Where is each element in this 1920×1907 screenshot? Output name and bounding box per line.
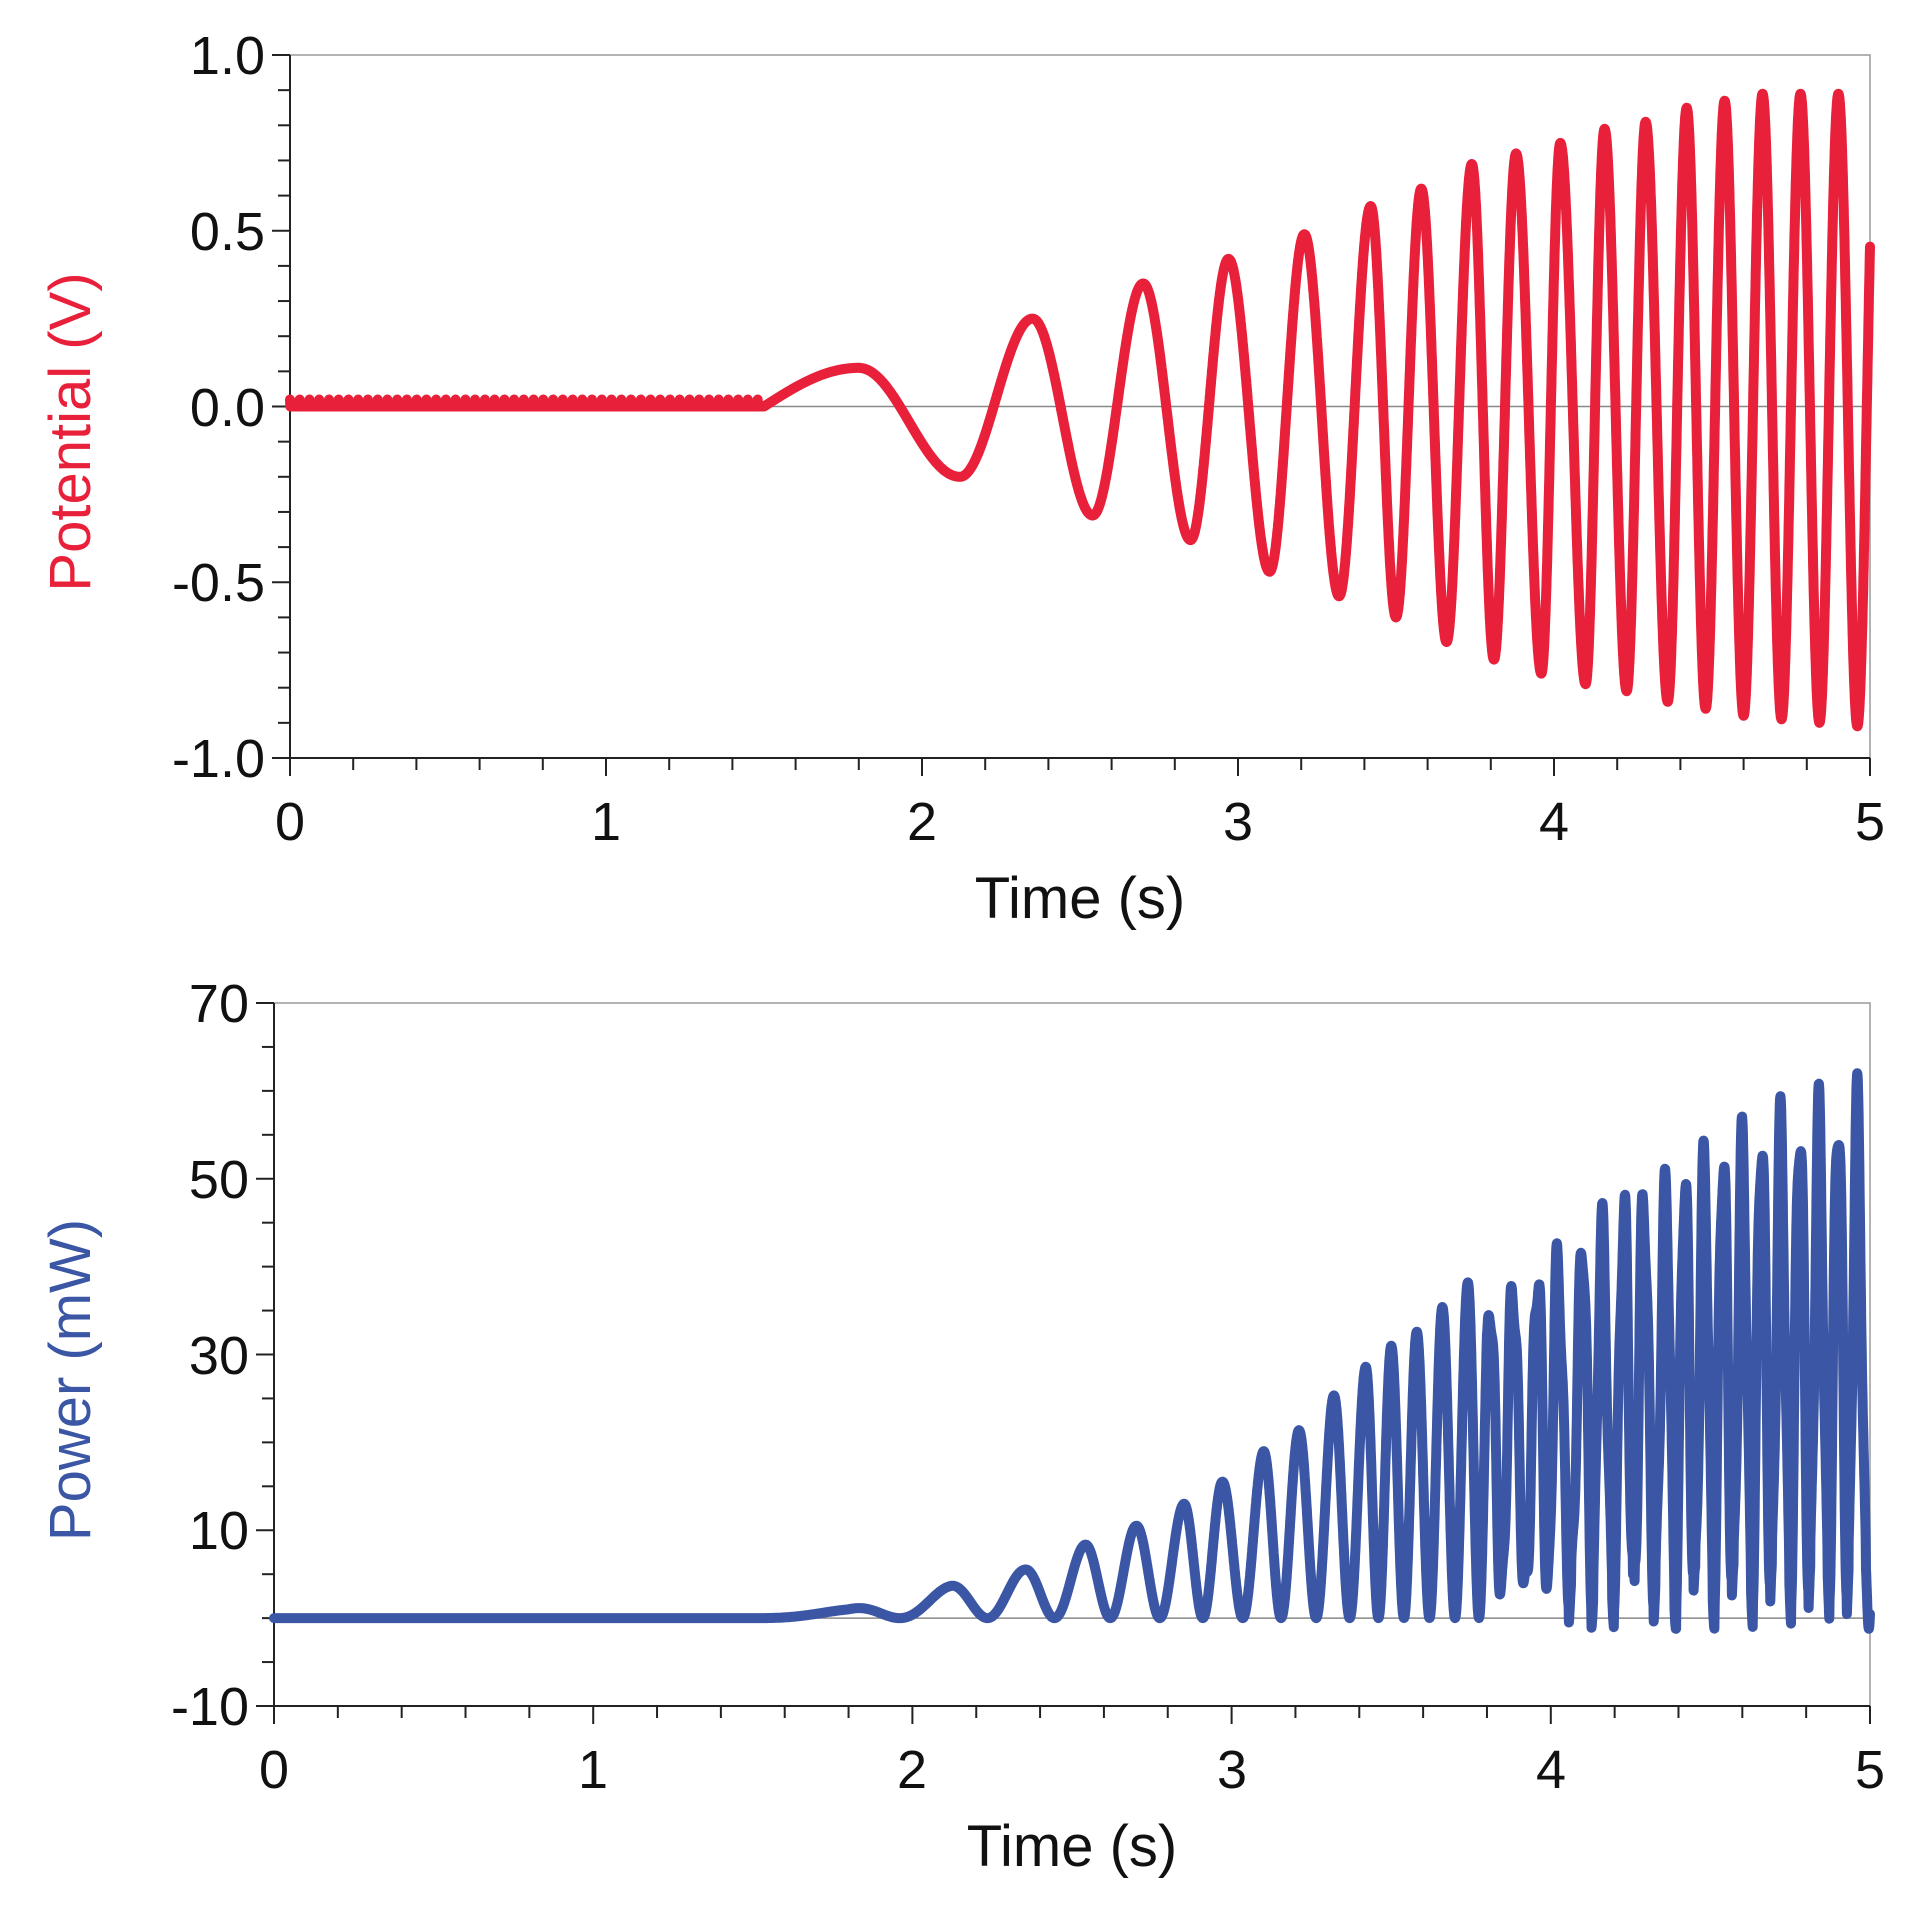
x-tick-label: 1 — [578, 1740, 608, 1800]
y-tick-labels: 1.0 0.5 0.0 -0.5 -1.0 — [172, 26, 265, 789]
y-tick-label: 50 — [189, 1150, 249, 1210]
y-tick-label: 10 — [189, 1501, 249, 1561]
y-tick-label: 0.5 — [190, 202, 265, 262]
y-axis-label: Potential (V) — [38, 272, 103, 591]
y-tick-label: -1.0 — [172, 729, 265, 789]
x-axis-label: Time (s) — [975, 866, 1185, 931]
x-tick-label: 4 — [1536, 1740, 1566, 1800]
x-tick-label: 5 — [1855, 792, 1885, 852]
x-axis-label: Time (s) — [967, 1814, 1177, 1879]
y-tick-label: 0.0 — [190, 378, 265, 438]
x-tick-label: 3 — [1223, 792, 1253, 852]
potential-series-line — [285, 88, 1875, 732]
y-tick-label: -0.5 — [172, 553, 265, 613]
potential-chart: Time (s) Potential (V) 0 1 2 3 4 5 1.0 0… — [38, 26, 1885, 931]
x-tick-label: 0 — [275, 792, 305, 852]
x-tick-label: 1 — [591, 792, 621, 852]
x-tick-labels: 0 1 2 3 4 5 — [275, 792, 1885, 852]
axis-ticks — [256, 1002, 1871, 1724]
power-chart: Time (s) Power (mW) 0 1 2 3 4 5 70 50 30… — [38, 974, 1885, 1879]
y-tick-label: 70 — [189, 974, 249, 1034]
x-tick-label: 0 — [259, 1740, 289, 1800]
y-tick-label: 1.0 — [190, 26, 265, 86]
power-series-line — [269, 1068, 1875, 1634]
y-tick-labels: 70 50 30 10 -10 — [171, 974, 249, 1737]
x-tick-label: 2 — [897, 1740, 927, 1800]
x-tick-label: 2 — [907, 792, 937, 852]
x-tick-label: 5 — [1855, 1740, 1885, 1800]
x-tick-label: 3 — [1217, 1740, 1247, 1800]
x-tick-label: 4 — [1539, 792, 1569, 852]
y-tick-label: 30 — [189, 1326, 249, 1386]
x-tick-labels: 0 1 2 3 4 5 — [259, 1740, 1885, 1800]
axis-ticks — [272, 54, 1871, 776]
y-tick-label: -10 — [171, 1677, 249, 1737]
y-axis-label: Power (mW) — [38, 1219, 103, 1541]
